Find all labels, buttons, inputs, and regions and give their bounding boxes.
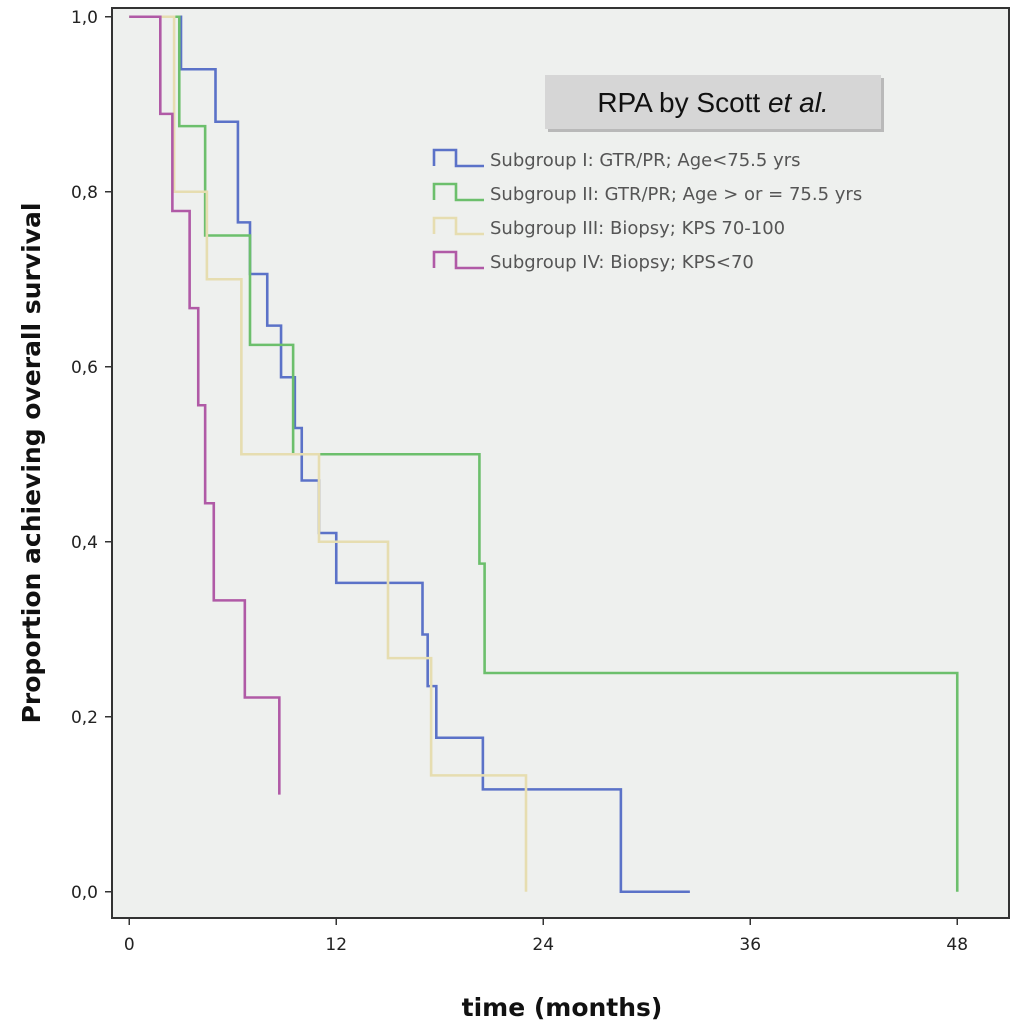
- y-tick-label: 0,8: [71, 183, 98, 203]
- x-axis-label: time (months): [462, 993, 663, 1022]
- legend-entry-1: Subgroup I: GTR/PR; Age<75.5 yrs: [432, 148, 801, 171]
- survival-curves: [129, 15, 959, 894]
- y-axis-ticks: 0,0 0,2 0,4 0,6 0,8 1,0: [71, 8, 112, 903]
- chart-title-italic: et al.: [768, 87, 829, 118]
- x-axis-ticks: 0 12 24 36 48: [124, 918, 968, 955]
- legend-entry-4: Subgroup IV: Biopsy; KPS<70: [432, 250, 754, 273]
- plot-background: [111, 7, 1010, 919]
- chart-title: RPA by Scott et al.: [597, 87, 828, 118]
- legend-entry-3: Subgroup III: Biopsy; KPS 70-100: [432, 216, 785, 239]
- y-tick-label: 1,0: [71, 8, 98, 28]
- y-tick-label: 0,2: [71, 708, 98, 728]
- y-tick-label: 0,4: [71, 533, 98, 553]
- x-tick-label: 48: [946, 935, 968, 955]
- title-box-bg: [545, 75, 881, 129]
- legend-label-4: Subgroup IV: Biopsy; KPS<70: [490, 252, 754, 273]
- legend: Subgroup I: GTR/PR; Age<75.5 yrs Subgroup…: [432, 148, 862, 273]
- x-tick-label: 12: [325, 935, 347, 955]
- legend-label-3: Subgroup III: Biopsy; KPS 70-100: [490, 218, 785, 239]
- legend-swatch-4: [432, 250, 484, 270]
- series-line-3: [129, 15, 528, 892]
- series-line-4: [129, 15, 281, 795]
- y-axis-label: Proportion achieving overall survival: [17, 203, 46, 724]
- y-tick-label: 0,6: [71, 358, 98, 378]
- legend-entry-2: Subgroup II: GTR/PR; Age > or = 75.5 yrs: [432, 182, 862, 205]
- x-tick-label: 24: [532, 935, 554, 955]
- series-line-1: [129, 15, 690, 894]
- title-box: RPA by Scott et al.: [545, 75, 884, 132]
- legend-swatch-1: [432, 148, 484, 168]
- legend-swatch-2: [432, 182, 484, 202]
- x-tick-label: 0: [124, 935, 135, 955]
- x-tick-label: 36: [739, 935, 761, 955]
- series-line-2: [129, 15, 959, 892]
- legend-label-1: Subgroup I: GTR/PR; Age<75.5 yrs: [490, 150, 801, 171]
- legend-swatch-3: [432, 216, 484, 236]
- y-tick-label: 0,0: [71, 883, 98, 903]
- chart-title-main: RPA by Scott: [597, 87, 768, 118]
- legend-label-2: Subgroup II: GTR/PR; Age > or = 75.5 yrs: [490, 184, 862, 205]
